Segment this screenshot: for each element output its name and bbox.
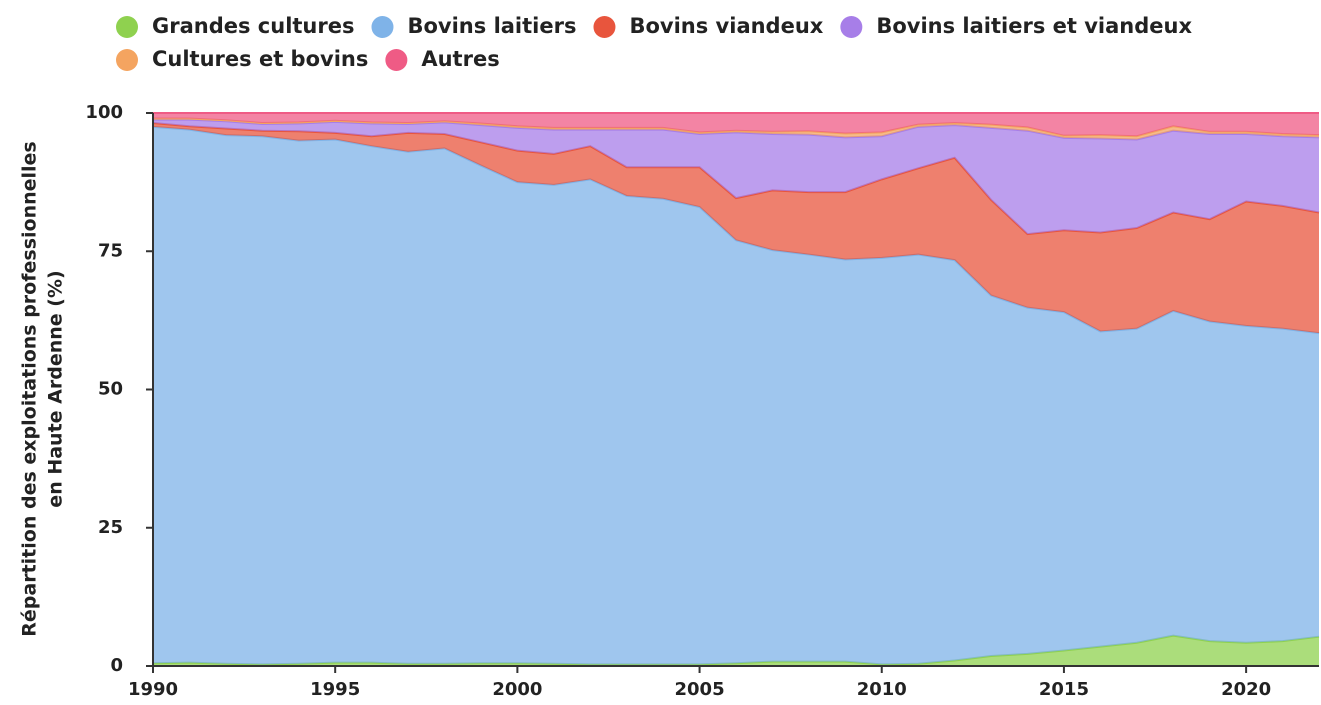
legend-marker <box>593 16 616 38</box>
legend-marker <box>371 16 394 38</box>
legend-label: Grandes cultures <box>152 14 354 38</box>
x-tick-label: 2010 <box>857 679 907 700</box>
area <box>153 122 1319 334</box>
y-axis-label: Répartition des exploitations profession… <box>19 141 41 636</box>
legend-marker <box>840 16 863 38</box>
y-tick-label: 75 <box>98 240 123 261</box>
x-tick-label: 2020 <box>1221 679 1271 700</box>
y-axis-label: en Haute Ardenne (%) <box>45 270 67 507</box>
area <box>153 126 1319 665</box>
area <box>153 119 1319 235</box>
legend-label: Bovins laitiers <box>407 14 576 38</box>
legend-marker <box>116 16 138 38</box>
area <box>153 635 1319 666</box>
legend-marker <box>385 49 408 71</box>
y-tick-label: 100 <box>85 102 123 123</box>
x-tick-label: 2005 <box>675 679 725 700</box>
plot-area <box>152 112 1320 666</box>
y-tick-label: 50 <box>98 379 123 400</box>
legend-label: Bovins laitiers et viandeux <box>876 14 1192 38</box>
legend-label: Bovins viandeux <box>629 14 823 38</box>
y-tick-label: 25 <box>98 517 123 538</box>
x-tick-label: 1990 <box>128 679 178 700</box>
x-tick-label: 2000 <box>492 679 542 700</box>
legend-label: Autres <box>421 47 499 71</box>
y-tick-label: 0 <box>110 655 123 676</box>
legend-label: Cultures et bovins <box>152 47 368 71</box>
legend-marker <box>116 49 138 71</box>
x-tick-label: 1995 <box>310 679 360 700</box>
x-tick-label: 2015 <box>1039 679 1089 700</box>
area <box>153 113 1319 137</box>
